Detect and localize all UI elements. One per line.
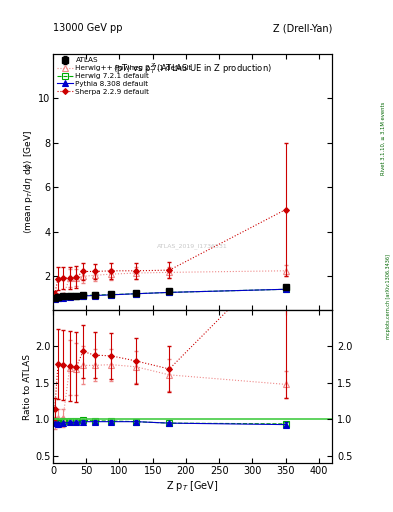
Herwig++ Powheg 2.7.1 default — [81, 273, 85, 280]
Herwig++ Powheg 2.7.1 default — [52, 295, 57, 302]
Herwig 7.2.1 default — [283, 286, 288, 292]
Text: $\langle$pT$\rangle$ vs p$_T^Z$ (ATLAS UE in Z production): $\langle$pT$\rangle$ vs p$_T^Z$ (ATLAS U… — [113, 61, 272, 76]
Sherpa 2.2.9 default — [92, 268, 97, 274]
Line: Herwig 7.2.1 default: Herwig 7.2.1 default — [52, 287, 288, 301]
Sherpa 2.2.9 default — [56, 275, 61, 282]
Herwig++ Powheg 2.7.1 default — [283, 268, 288, 274]
Herwig++ Powheg 2.7.1 default — [67, 275, 72, 281]
Pythia 8.308 default — [109, 292, 114, 298]
Herwig 7.2.1 default — [67, 293, 72, 300]
Pythia 8.308 default — [81, 293, 85, 299]
Herwig 7.2.1 default — [74, 293, 79, 299]
Text: mcplots.cern.ch [arXiv:1306.3436]: mcplots.cern.ch [arXiv:1306.3436] — [386, 254, 391, 339]
Herwig 7.2.1 default — [109, 291, 114, 297]
Pythia 8.308 default — [74, 293, 79, 300]
Y-axis label: Ratio to ATLAS: Ratio to ATLAS — [23, 354, 32, 419]
Sherpa 2.2.9 default — [109, 268, 114, 274]
Herwig++ Powheg 2.7.1 default — [134, 270, 138, 276]
Herwig 7.2.1 default — [167, 289, 172, 295]
Herwig++ Powheg 2.7.1 default — [109, 271, 114, 277]
Pythia 8.308 default — [56, 295, 61, 301]
Pythia 8.308 default — [167, 289, 172, 295]
Sherpa 2.2.9 default — [74, 274, 79, 281]
Pythia 8.308 default — [134, 291, 138, 297]
Text: 13000 GeV pp: 13000 GeV pp — [53, 23, 123, 33]
Sherpa 2.2.9 default — [52, 291, 57, 297]
Herwig 7.2.1 default — [134, 291, 138, 297]
Line: Sherpa 2.2.9 default: Sherpa 2.2.9 default — [53, 207, 288, 296]
Pythia 8.308 default — [52, 295, 57, 302]
Herwig++ Powheg 2.7.1 default — [74, 275, 79, 281]
Line: Herwig++ Powheg 2.7.1 default: Herwig++ Powheg 2.7.1 default — [52, 268, 288, 302]
Sherpa 2.2.9 default — [81, 268, 85, 274]
Pythia 8.308 default — [61, 294, 65, 301]
X-axis label: Z p$_T$ [GeV]: Z p$_T$ [GeV] — [166, 479, 219, 493]
Herwig++ Powheg 2.7.1 default — [61, 293, 65, 299]
Sherpa 2.2.9 default — [61, 275, 65, 281]
Legend: ATLAS, Herwig++ Powheg 2.7.1 default, Herwig 7.2.1 default, Pythia 8.308 default: ATLAS, Herwig++ Powheg 2.7.1 default, He… — [55, 56, 193, 96]
Sherpa 2.2.9 default — [67, 274, 72, 281]
Line: Pythia 8.308 default: Pythia 8.308 default — [52, 287, 288, 302]
Sherpa 2.2.9 default — [134, 268, 138, 274]
Herwig 7.2.1 default — [81, 292, 85, 298]
Herwig++ Powheg 2.7.1 default — [92, 272, 97, 279]
Text: ATLAS_2019_I1736531: ATLAS_2019_I1736531 — [157, 243, 228, 249]
Herwig++ Powheg 2.7.1 default — [167, 269, 172, 275]
Text: Rivet 3.1.10, ≥ 3.1M events: Rivet 3.1.10, ≥ 3.1M events — [381, 101, 386, 175]
Herwig++ Powheg 2.7.1 default — [56, 293, 61, 300]
Herwig 7.2.1 default — [92, 292, 97, 298]
Pythia 8.308 default — [67, 294, 72, 300]
Sherpa 2.2.9 default — [283, 206, 288, 212]
Herwig 7.2.1 default — [61, 294, 65, 300]
Text: Z (Drell-Yan): Z (Drell-Yan) — [273, 23, 332, 33]
Pythia 8.308 default — [283, 286, 288, 292]
Y-axis label: $\langle$mean p$_T$/d$\eta$ d$\phi\rangle$ [GeV]: $\langle$mean p$_T$/d$\eta$ d$\phi\rangl… — [22, 130, 35, 234]
Sherpa 2.2.9 default — [167, 267, 172, 273]
Pythia 8.308 default — [92, 292, 97, 298]
Herwig 7.2.1 default — [52, 295, 57, 301]
Herwig 7.2.1 default — [56, 294, 61, 301]
